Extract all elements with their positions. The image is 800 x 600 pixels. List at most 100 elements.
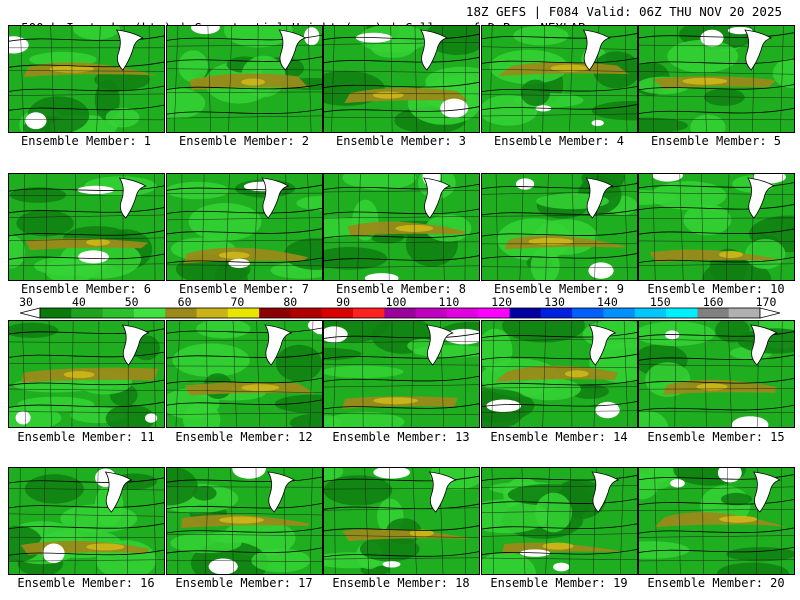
state-border — [679, 174, 684, 280]
wind-speed-contour — [324, 415, 342, 427]
ensemble-member-panel — [481, 25, 638, 133]
height-contour — [167, 352, 322, 359]
colorbar-segment — [603, 308, 636, 318]
jet-core — [542, 542, 574, 550]
colorbar-tick-label: 80 — [283, 295, 298, 309]
great-lakes-outline — [750, 324, 778, 366]
ensemble-member-panel — [323, 173, 480, 281]
state-border — [19, 468, 21, 574]
height-contour — [9, 253, 164, 260]
state-border — [704, 321, 707, 427]
state-border — [521, 468, 526, 574]
state-border — [167, 559, 322, 562]
state-border — [482, 410, 637, 413]
ensemble-member-caption: Ensemble Member: 18 — [332, 576, 470, 590]
wind-speed-contour — [9, 235, 26, 269]
height-contour — [167, 257, 322, 264]
colorbar-tick-label: 50 — [124, 295, 139, 309]
state-border — [153, 468, 157, 574]
jet-streak — [25, 238, 149, 251]
isotach-map — [167, 321, 322, 427]
isotach-map — [639, 174, 794, 280]
jet-core — [373, 397, 418, 405]
isotach-map — [639, 321, 794, 427]
colorbar-scale — [19, 307, 781, 319]
state-border — [23, 174, 25, 280]
wind-speed-contour — [482, 552, 536, 574]
wind-speed-contour — [324, 365, 404, 378]
wind-speed-contour — [517, 377, 581, 401]
height-contour — [639, 354, 794, 361]
state-border — [324, 488, 479, 490]
state-border — [639, 263, 794, 266]
height-contour — [167, 476, 322, 483]
state-border — [308, 26, 312, 132]
colorbar-segment — [384, 308, 417, 318]
jet-core — [696, 383, 728, 391]
state-border — [9, 93, 164, 96]
state-border — [255, 468, 258, 574]
state-border — [521, 26, 523, 132]
wind-speed-contour — [513, 26, 569, 46]
isotach-map — [9, 26, 164, 132]
height-contour — [9, 523, 164, 530]
state-border — [639, 535, 794, 538]
height-contour — [9, 104, 164, 111]
height-contour — [167, 502, 322, 510]
height-contour — [324, 551, 479, 558]
no-data-area — [382, 561, 401, 568]
isotach-map — [324, 468, 479, 574]
colorbar-segment — [133, 308, 166, 318]
height-contour — [324, 353, 479, 360]
colorbar-tick-label: 160 — [702, 295, 724, 309]
ensemble-member-panel — [166, 173, 323, 281]
no-data-area — [25, 112, 47, 130]
height-contour — [639, 546, 794, 553]
height-contour — [639, 182, 794, 189]
ensemble-member-panel — [323, 25, 480, 133]
jet-core — [86, 238, 110, 246]
state-border — [482, 510, 637, 513]
height-contour — [324, 232, 479, 239]
state-border — [307, 174, 312, 280]
height-contour — [482, 182, 637, 190]
wind-speed-contour — [683, 204, 732, 236]
state-border — [545, 174, 549, 280]
wind-speed-contour — [639, 473, 658, 500]
jet-core — [564, 370, 589, 378]
height-contour — [9, 207, 164, 214]
state-border — [491, 468, 494, 574]
wind-speed-contour — [703, 88, 745, 106]
state-border — [324, 535, 479, 538]
state-border — [639, 118, 794, 121]
state-border — [9, 488, 164, 491]
height-contour — [324, 503, 479, 510]
colorbar-segment — [446, 308, 479, 318]
wind-speed-contour — [639, 117, 688, 132]
ensemble-member-caption: Ensemble Member: 16 — [17, 576, 155, 590]
colorbar-tick-label: 140 — [597, 295, 618, 309]
height-contour — [482, 379, 637, 387]
state-border — [674, 321, 677, 427]
colorbar-segment — [666, 308, 698, 318]
state-border — [702, 468, 704, 574]
height-contour — [167, 399, 322, 406]
state-border — [324, 241, 479, 244]
wind-speed-contour — [530, 247, 560, 280]
wind-speed-contour — [275, 344, 322, 382]
wind-speed-contour — [639, 410, 669, 427]
wind-speed-contour — [425, 26, 479, 56]
colorbar-tick-label: 90 — [336, 295, 351, 309]
state-border — [324, 341, 479, 343]
wind-speed-contour — [772, 58, 794, 88]
wind-speed-contour — [167, 87, 206, 119]
height-contour — [167, 327, 322, 334]
no-data-area — [700, 29, 724, 47]
state-border — [256, 321, 260, 427]
great-lakes-outline — [121, 324, 150, 366]
state-border — [414, 26, 418, 132]
height-contour — [482, 523, 637, 530]
jet-streak — [495, 365, 618, 382]
no-data-area — [364, 273, 399, 280]
no-data-area — [486, 399, 522, 413]
